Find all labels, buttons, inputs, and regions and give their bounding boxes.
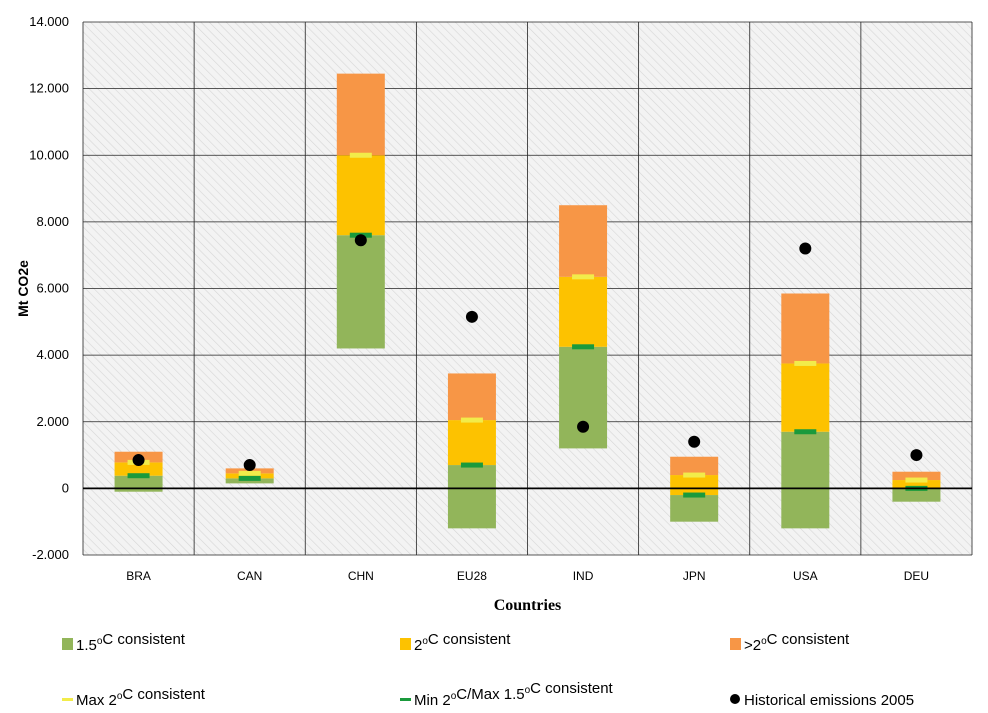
marker-usa bbox=[794, 360, 817, 366]
legend-label: Max 2oC consistent bbox=[76, 686, 206, 709]
point-bra bbox=[132, 454, 145, 467]
y-tick-label: 12.000 bbox=[29, 81, 69, 96]
y-tick-label: 0 bbox=[62, 480, 69, 495]
x-tick-label: BRA bbox=[126, 569, 151, 583]
x-axis-title: Countries bbox=[494, 597, 562, 614]
marker-jpn bbox=[683, 472, 706, 478]
y-tick-label: 14.000 bbox=[29, 14, 69, 29]
legend-label: Historical emissions 2005 bbox=[744, 692, 914, 709]
bar-jpn bbox=[670, 495, 719, 522]
legend-swatch bbox=[62, 638, 73, 650]
bar-jpn bbox=[670, 475, 719, 496]
marker-ind bbox=[572, 344, 595, 350]
point-jpn bbox=[688, 435, 701, 448]
legend: 1.5oC consistent 2oC consistent >2oC consi… bbox=[62, 631, 914, 709]
x-tick-label: DEU bbox=[904, 569, 929, 583]
marker-can bbox=[238, 475, 261, 481]
bar-ind bbox=[559, 276, 608, 347]
bar-deu bbox=[892, 480, 941, 489]
bar-eu28 bbox=[447, 373, 496, 421]
x-tick-label: JPN bbox=[683, 569, 706, 583]
y-tick-label: 6.000 bbox=[36, 281, 69, 296]
marker-can bbox=[238, 470, 261, 476]
x-tick-label: EU28 bbox=[457, 569, 487, 583]
legend-item: Max 2oC consistent bbox=[62, 686, 206, 709]
bar-chn bbox=[336, 73, 385, 156]
bar-deu bbox=[892, 488, 941, 502]
legend-swatch bbox=[730, 638, 741, 650]
axes: -2.000 0 2.000 4.000 6.000 8.000 10.000 12.000 1… bbox=[15, 14, 972, 614]
bar-deu bbox=[892, 471, 941, 481]
legend-label: >2oC consistent bbox=[744, 631, 850, 654]
bars bbox=[114, 73, 941, 529]
legend-swatch bbox=[62, 698, 73, 701]
legend-item: >2oC consistent bbox=[730, 631, 850, 654]
y-axis-title: Mt CO2e bbox=[15, 260, 31, 317]
marker-jpn bbox=[683, 492, 706, 498]
marker-chn bbox=[349, 152, 372, 158]
bar-ind bbox=[559, 346, 608, 449]
point-deu bbox=[910, 449, 923, 462]
grid bbox=[82, 21, 973, 556]
legend-label: 1.5oC consistent bbox=[76, 631, 186, 654]
legend-label: Min 2oC/Max 1.5oC consistent bbox=[414, 680, 614, 709]
y-tick-label: 8.000 bbox=[36, 214, 69, 229]
x-tick-label: CAN bbox=[237, 569, 262, 583]
marker-eu28 bbox=[460, 462, 483, 468]
legend-swatch bbox=[400, 638, 411, 650]
marker-bra bbox=[127, 473, 150, 479]
marker-ind bbox=[572, 274, 595, 280]
legend-item: Historical emissions 2005 bbox=[730, 692, 914, 709]
bar-chn bbox=[336, 155, 385, 236]
marker-usa bbox=[794, 429, 817, 435]
bar-ind bbox=[559, 205, 608, 277]
bar-usa bbox=[781, 293, 830, 364]
point-chn bbox=[354, 234, 367, 247]
legend-item: Min 2oC/Max 1.5oC consistent bbox=[400, 680, 614, 709]
legend-label: 2oC consistent bbox=[414, 631, 511, 654]
bar-usa bbox=[781, 431, 830, 529]
bar-jpn bbox=[670, 456, 719, 476]
y-tick-label: 4.000 bbox=[36, 347, 69, 362]
bar-chn bbox=[336, 235, 385, 349]
y-tick-label: 10.000 bbox=[29, 147, 69, 162]
y-tick-label: -2.000 bbox=[32, 547, 69, 562]
legend-item: 1.5oC consistent bbox=[62, 631, 186, 654]
legend-item: 2oC consistent bbox=[400, 631, 511, 654]
y-tick-label: 2.000 bbox=[36, 414, 69, 429]
point-eu28 bbox=[465, 310, 478, 323]
bar-eu28 bbox=[447, 420, 496, 466]
bar-eu28 bbox=[447, 465, 496, 529]
x-tick-label: USA bbox=[793, 569, 818, 583]
x-tick-label: CHN bbox=[348, 569, 374, 583]
marker-deu bbox=[905, 477, 928, 483]
bar-bra bbox=[114, 462, 163, 476]
x-tick-label: IND bbox=[573, 569, 594, 583]
marker-eu28 bbox=[460, 417, 483, 423]
point-usa bbox=[799, 242, 812, 255]
point-can bbox=[243, 459, 256, 472]
point-ind bbox=[577, 420, 590, 433]
bar-usa bbox=[781, 363, 830, 432]
legend-swatch bbox=[400, 698, 411, 701]
legend-swatch bbox=[730, 694, 740, 704]
